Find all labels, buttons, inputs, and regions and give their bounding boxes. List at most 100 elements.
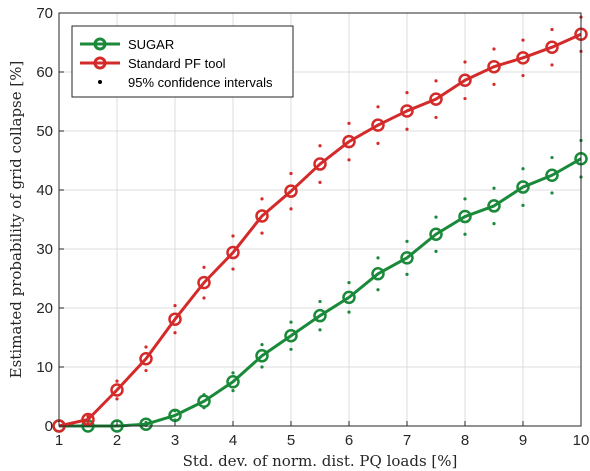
x-tick-label: 2	[113, 432, 121, 449]
y-tick-label: 50	[36, 123, 53, 140]
data-point	[487, 199, 501, 213]
data-point	[342, 290, 356, 305]
ci-lower-point	[144, 368, 148, 373]
data-point	[168, 312, 182, 326]
ci-upper-point	[231, 234, 235, 238]
legend-entry-ci: 95% confidence intervals	[98, 75, 273, 90]
legend: SUGAR Standard PF tool 95% confidence in…	[71, 25, 294, 98]
x-tick-label: 3	[171, 432, 179, 449]
y-tick-label: 60	[36, 64, 53, 81]
data-point	[197, 394, 211, 408]
x-axis-label: Std. dev. of norm. dist. PQ loads [%]	[183, 452, 458, 470]
data-point	[400, 251, 414, 265]
data-point	[516, 180, 530, 194]
data-point	[429, 92, 443, 106]
data-point	[226, 245, 240, 260]
ci-upper-point	[376, 105, 380, 109]
ci-lower-point	[463, 232, 467, 236]
legend-entry-sugar: SUGAR	[80, 37, 174, 52]
ci-upper-point	[405, 239, 409, 243]
ci-upper-point	[260, 197, 264, 201]
ticks: 1 2 3 4 5 6 7 8 9 10 0 10 20 30 40 50 60 70	[36, 5, 589, 449]
plot-frame	[58, 12, 582, 427]
ci-upper-point	[376, 256, 380, 260]
y-tick-label: 20	[36, 300, 53, 317]
ci-upper-point	[521, 38, 525, 42]
ci-upper-point	[347, 121, 351, 125]
data-point	[371, 118, 385, 132]
ci-upper-point	[550, 27, 554, 32]
ci-lower-point	[260, 365, 264, 369]
ci-lower-point	[318, 180, 322, 184]
data-point	[226, 375, 240, 389]
ci-upper-point	[173, 304, 177, 308]
legend-marker-sugar	[93, 37, 107, 51]
data-point	[81, 412, 95, 427]
ci-lower-point	[434, 249, 438, 253]
series-standard-pf-tool	[52, 15, 588, 433]
y-tick-label: 40	[36, 182, 53, 199]
y-tick-label: 30	[36, 241, 53, 258]
data-point	[255, 209, 269, 223]
ci-lower-point	[260, 231, 264, 235]
legend-entry-standard-pf: Standard PF tool	[80, 56, 226, 71]
legend-label-sugar: SUGAR	[128, 37, 174, 52]
x-tick-label: 5	[287, 432, 295, 449]
ci-lower-point	[115, 397, 119, 401]
ci-lower-point	[289, 347, 293, 351]
data-point	[197, 275, 211, 290]
ci-upper-point	[289, 320, 293, 324]
legend-label-standard-pf: Standard PF tool	[128, 56, 226, 71]
x-tick-label: 6	[345, 432, 353, 449]
ci-lower-point	[173, 331, 177, 335]
ci-lower-point	[550, 191, 554, 195]
x-tick-label: 8	[461, 432, 469, 449]
ci-lower-point	[521, 203, 525, 207]
data-point	[545, 168, 559, 182]
ci-lower-point	[550, 63, 554, 67]
data-point	[487, 59, 501, 74]
ci-lower-point	[376, 288, 380, 292]
series-layer	[52, 15, 588, 433]
ci-lower-point	[434, 115, 438, 120]
y-tick-label: 10	[36, 359, 53, 376]
data-point	[284, 328, 298, 343]
ci-lower-point	[492, 222, 496, 226]
ci-upper-point	[434, 79, 438, 83]
ci-lower-point	[86, 420, 90, 425]
ci-lower-point	[318, 328, 322, 332]
ci-lower-point	[289, 207, 293, 211]
ci-upper-point	[318, 144, 322, 148]
data-point	[458, 209, 472, 224]
x-tick-label: 7	[403, 432, 411, 449]
series-line	[58, 32, 582, 428]
ci-upper-point	[521, 167, 525, 171]
data-point	[342, 134, 356, 149]
ci-lower-point	[347, 158, 351, 162]
ci-upper-point	[115, 379, 119, 383]
ci-lower-point	[405, 127, 409, 131]
x-tick-label: 4	[229, 432, 237, 449]
ci-lower-point	[347, 310, 351, 314]
ci-upper-point	[231, 371, 235, 375]
data-point	[545, 40, 559, 54]
data-point	[429, 227, 443, 241]
data-point	[139, 417, 153, 431]
ci-upper-point	[434, 215, 438, 219]
data-point	[139, 351, 153, 366]
ci-lower-point	[463, 96, 467, 101]
legend-marker-ci	[98, 80, 102, 84]
ci-upper-point	[202, 265, 206, 269]
ci-lower-point	[492, 82, 496, 86]
data-point	[313, 157, 327, 171]
ci-upper-point	[463, 197, 467, 201]
data-point	[284, 184, 298, 198]
x-tick-label: 10	[573, 432, 590, 449]
x-tick-label: 9	[519, 432, 527, 449]
ci-upper-point	[492, 186, 496, 190]
ci-upper-point	[550, 155, 554, 160]
ci-upper-point	[463, 60, 467, 64]
x-tick-label: 1	[55, 432, 63, 449]
ci-upper-point	[492, 47, 496, 51]
